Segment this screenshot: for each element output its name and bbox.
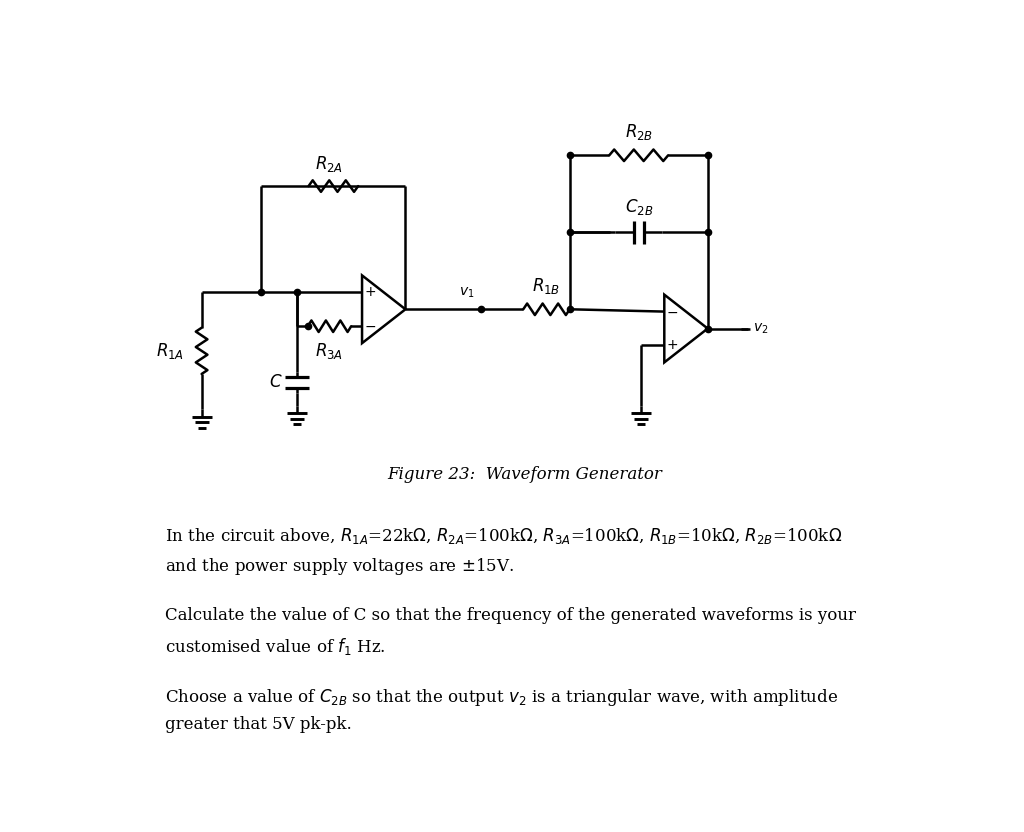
Text: $R_{3A}$: $R_{3A}$ — [315, 341, 344, 361]
Text: and the power supply voltages are $\pm$15V.: and the power supply voltages are $\pm$1… — [165, 556, 514, 577]
Text: $C$: $C$ — [269, 374, 283, 391]
Text: $+$: $+$ — [666, 339, 678, 353]
Text: $v_1$: $v_1$ — [459, 285, 474, 300]
Text: $C_{2B}$: $C_{2B}$ — [625, 197, 653, 217]
Text: $R_{2B}$: $R_{2B}$ — [625, 122, 653, 142]
Text: $R_{2A}$: $R_{2A}$ — [315, 154, 344, 174]
Text: $R_{1A}$: $R_{1A}$ — [157, 341, 184, 361]
Text: Choose a value of $C_{2B}$ so that the output $v_2$ is a triangular wave, with a: Choose a value of $C_{2B}$ so that the o… — [165, 686, 839, 707]
Text: $R_{1B}$: $R_{1B}$ — [532, 276, 560, 296]
Text: $-$: $-$ — [666, 305, 678, 319]
Text: Figure 23:  Waveform Generator: Figure 23: Waveform Generator — [387, 466, 663, 483]
Text: $v_2$: $v_2$ — [753, 321, 768, 336]
Text: greater that 5V pk-pk.: greater that 5V pk-pk. — [165, 716, 352, 733]
Text: customised value of $f_1$ Hz.: customised value of $f_1$ Hz. — [165, 636, 386, 656]
Text: In the circuit above, $R_{1A}$=22k$\Omega$, $R_{2A}$=100k$\Omega$, $R_{3A}$=100k: In the circuit above, $R_{1A}$=22k$\Omeg… — [165, 527, 843, 547]
Text: $-$: $-$ — [364, 319, 376, 334]
Text: $+$: $+$ — [364, 285, 376, 300]
Text: Calculate the value of C so that the frequency of the generated waveforms is you: Calculate the value of C so that the fre… — [165, 607, 856, 623]
